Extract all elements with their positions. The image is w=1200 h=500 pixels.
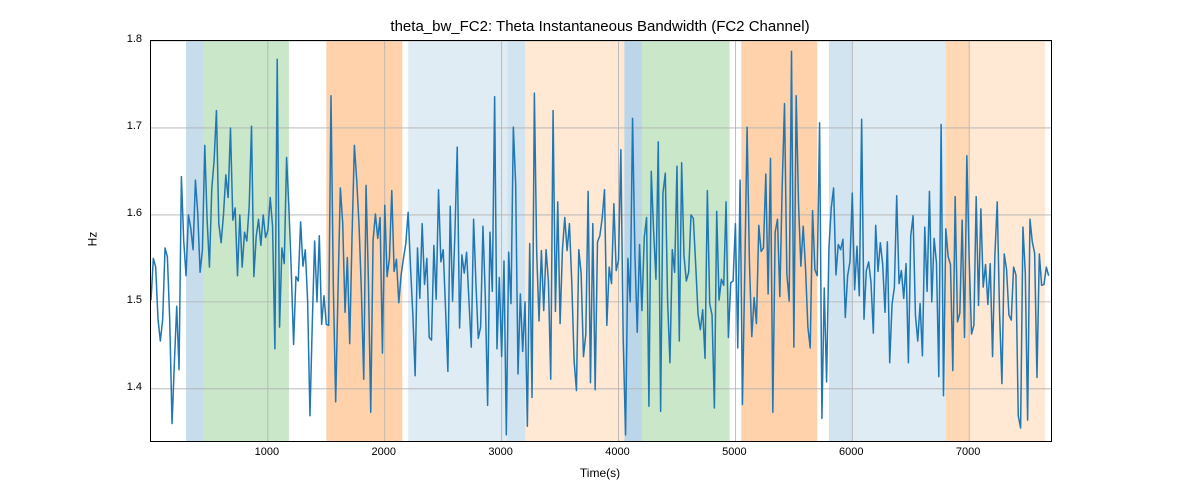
x-tick-label: 1000 <box>237 446 297 458</box>
chart-container: theta_bw_FC2: Theta Instantaneous Bandwi… <box>0 0 1200 500</box>
y-tick-label: 1.7 <box>102 120 142 132</box>
y-axis-label: Hz <box>85 232 99 247</box>
x-tick-label: 4000 <box>588 446 648 458</box>
chart-title: theta_bw_FC2: Theta Instantaneous Bandwi… <box>0 18 1200 35</box>
plot-svg <box>151 41 1051 441</box>
x-tick-label: 5000 <box>704 446 764 458</box>
x-tick-label: 6000 <box>821 446 881 458</box>
x-axis-label: Time(s) <box>150 466 1050 480</box>
x-tick-label: 7000 <box>938 446 998 458</box>
x-tick-label: 3000 <box>471 446 531 458</box>
y-tick-label: 1.6 <box>102 207 142 219</box>
plot-area <box>150 40 1052 442</box>
x-tick-label: 2000 <box>354 446 414 458</box>
y-tick-label: 1.4 <box>102 381 142 393</box>
y-tick-label: 1.5 <box>102 294 142 306</box>
y-tick-label: 1.8 <box>102 33 142 45</box>
